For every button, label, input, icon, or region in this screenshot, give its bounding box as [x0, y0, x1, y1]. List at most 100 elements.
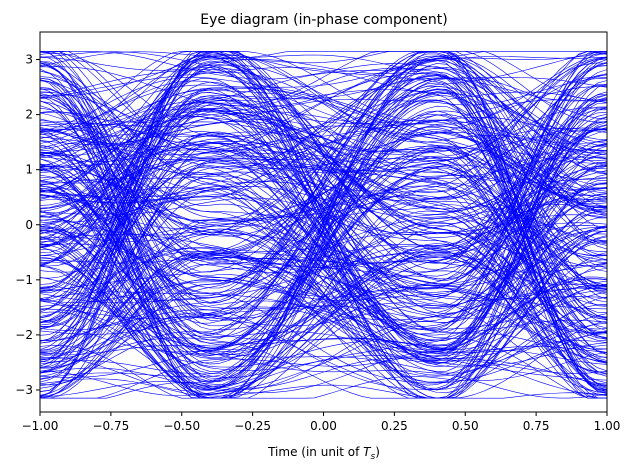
x-tick-label: 0.00 — [310, 419, 337, 433]
eye-trace — [40, 247, 607, 323]
eye-trace — [40, 127, 607, 352]
eye-trace — [40, 51, 607, 152]
eye-trace — [40, 182, 607, 399]
eye-trace — [40, 112, 607, 263]
eye-trace — [40, 51, 607, 362]
eye-trace — [40, 187, 607, 381]
eye-trace — [40, 131, 607, 256]
eye-trace — [40, 59, 607, 344]
eye-trace — [40, 268, 607, 399]
trace-group — [40, 51, 607, 399]
eye-trace — [40, 68, 607, 399]
eye-trace — [40, 51, 607, 355]
eye-trace — [40, 111, 607, 157]
eye-trace — [40, 51, 607, 396]
eye-trace — [40, 51, 607, 267]
eye-trace — [40, 54, 607, 245]
eye-trace — [40, 142, 607, 398]
eye-trace — [40, 51, 607, 390]
y-tick-label: −3 — [15, 383, 33, 397]
eye-trace — [40, 255, 607, 396]
eye-trace — [40, 73, 607, 313]
eye-trace — [40, 128, 607, 308]
eye-trace — [40, 56, 607, 250]
eye-trace — [40, 51, 607, 357]
eye-trace — [40, 51, 607, 361]
x-tick-label: 0.25 — [381, 419, 408, 433]
eye-trace — [40, 107, 607, 293]
eye-trace — [40, 174, 607, 328]
eye-trace — [40, 231, 607, 359]
eye-trace — [40, 163, 607, 346]
eye-trace — [40, 51, 607, 319]
y-tick-label: −1 — [15, 273, 33, 287]
y-tick-label: 3 — [25, 53, 33, 67]
eye-trace — [40, 111, 607, 320]
eye-trace — [40, 51, 607, 289]
eye-trace — [40, 69, 607, 333]
eye-trace — [40, 197, 607, 399]
eye-trace — [40, 109, 607, 398]
eye-trace — [40, 70, 607, 350]
eye-trace — [40, 161, 607, 342]
eye-trace — [40, 64, 607, 374]
eye-trace — [40, 51, 607, 323]
eye-trace — [40, 141, 607, 351]
x-axis-label-suffix: ) — [375, 445, 380, 459]
eye-trace — [40, 76, 607, 164]
eye-trace — [40, 77, 607, 344]
eye-trace — [40, 91, 607, 382]
x-axis-label: Time (in unit of Ts) — [267, 445, 380, 462]
x-axis: −1.00 −0.75 −0.50 −0.25 0.00 0.25 0.50 0.75 1.00 — [22, 412, 621, 433]
eye-trace — [40, 79, 607, 395]
eye-trace — [40, 146, 607, 327]
eye-trace — [40, 206, 607, 367]
eye-trace — [40, 107, 607, 390]
eye-trace — [40, 51, 607, 386]
y-tick-label: −2 — [15, 328, 33, 342]
y-tick-label: 0 — [25, 218, 33, 232]
eye-trace — [40, 226, 607, 360]
eye-trace — [40, 97, 607, 336]
x-tick-label: 0.75 — [523, 419, 550, 433]
eye-trace — [40, 125, 607, 375]
x-tick-label: 0.50 — [452, 419, 479, 433]
eye-trace — [40, 52, 607, 397]
x-tick-label: 1.00 — [594, 419, 621, 433]
eye-trace — [40, 80, 607, 371]
eye-trace — [40, 51, 607, 399]
chart-title: Eye diagram (in-phase component) — [200, 12, 448, 28]
eye-trace — [40, 55, 607, 342]
eye-trace — [40, 236, 607, 394]
eye-trace — [40, 243, 607, 373]
y-axis: −3 −2 −1 0 1 2 3 — [15, 53, 40, 397]
x-tick-label: −1.00 — [22, 419, 59, 433]
eye-trace — [40, 100, 607, 349]
eye-trace — [40, 75, 607, 219]
eye-trace — [40, 56, 607, 175]
y-tick-label: 2 — [25, 108, 33, 122]
eye-trace — [40, 201, 607, 399]
x-tick-label: −0.25 — [234, 419, 271, 433]
eye-trace — [40, 52, 607, 365]
eye-trace — [40, 261, 607, 396]
y-tick-label: 1 — [25, 163, 33, 177]
eye-trace — [40, 60, 607, 392]
eye-trace — [40, 229, 607, 399]
eye-trace — [40, 60, 607, 391]
eye-trace — [40, 51, 607, 265]
eye-trace — [40, 59, 607, 318]
x-tick-label: −0.75 — [92, 419, 129, 433]
eye-trace — [40, 61, 607, 376]
eye-trace — [40, 75, 607, 307]
eye-trace — [40, 51, 607, 253]
eye-trace — [40, 111, 607, 399]
eye-trace — [40, 194, 607, 384]
eye-trace — [40, 167, 607, 372]
eye-trace — [40, 147, 607, 378]
x-axis-label-subscript: s — [371, 452, 376, 462]
eye-trace — [40, 121, 607, 309]
eye-trace — [40, 67, 607, 340]
eye-trace — [40, 153, 607, 399]
